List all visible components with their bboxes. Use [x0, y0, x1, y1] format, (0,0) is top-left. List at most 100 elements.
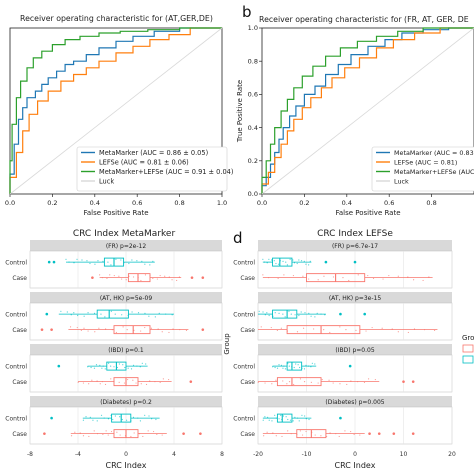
jitter-point — [407, 276, 409, 278]
jitter-point — [304, 312, 306, 314]
outlier-point — [324, 260, 328, 264]
x-tick-label: 0.8 — [174, 199, 184, 207]
jitter-point — [128, 262, 130, 265]
jitter-point — [289, 258, 291, 260]
jitter-point — [277, 277, 279, 279]
jitter-point — [324, 314, 326, 316]
jitter-point — [314, 363, 316, 365]
jitter-point — [413, 328, 416, 330]
jitter-point — [144, 312, 146, 314]
jitter-point — [120, 259, 122, 261]
x-tick-label: 8 — [220, 451, 224, 458]
jitter-point — [165, 313, 167, 315]
jitter-point — [99, 364, 101, 366]
jitter-point — [272, 315, 274, 317]
jitter-point — [104, 316, 106, 318]
jitter-point — [382, 278, 384, 280]
jitter-point — [138, 433, 141, 435]
jitter-point — [344, 430, 346, 432]
roc-series-line — [9, 27, 222, 194]
outlier-point — [52, 260, 56, 264]
jitter-point — [272, 432, 274, 434]
jitter-point — [113, 381, 115, 383]
facet-label: (FR) p=6.7e-17 — [332, 243, 378, 250]
jitter-point — [168, 331, 170, 334]
jitter-point — [262, 311, 264, 313]
jitter-point — [103, 417, 105, 419]
jitter-point — [140, 383, 142, 385]
jitter-point — [308, 278, 310, 280]
jitter-point — [273, 260, 275, 262]
facet-label: (IBD) p=0.05 — [335, 347, 374, 354]
outlier-point — [43, 432, 46, 435]
outlier-point — [368, 432, 371, 435]
legend-label: MetaMarker (AUC = 0.86 ± 0.05) — [99, 149, 208, 157]
outlier-point — [363, 312, 367, 316]
group-label: Case — [240, 379, 255, 386]
group-label: Control — [233, 363, 255, 370]
jitter-point — [363, 381, 366, 383]
jitter-point — [69, 326, 72, 328]
jitter-point — [145, 363, 147, 365]
x-tick-label: 0.8 — [426, 199, 436, 207]
jitter-point — [105, 328, 107, 330]
roc-series-line — [261, 27, 474, 195]
jitter-point — [135, 382, 137, 384]
jitter-point — [114, 415, 116, 417]
jitter-point — [262, 419, 264, 421]
legend-swatch — [462, 355, 474, 364]
jitter-point — [164, 275, 166, 277]
jitter-point — [148, 315, 150, 317]
group-label: Case — [12, 431, 27, 438]
jitter-point — [131, 311, 133, 313]
x-tick-label: 0.2 — [47, 199, 57, 207]
jitter-point — [70, 435, 73, 437]
outlier-point — [377, 432, 381, 435]
outlier-point — [339, 416, 342, 420]
outlier-point — [45, 312, 49, 316]
legend-label: Luck — [394, 178, 409, 186]
jitter-point — [152, 430, 155, 433]
jitter-point — [157, 328, 159, 330]
jitter-point — [119, 434, 121, 436]
y-tick-label: 0.4 — [248, 124, 258, 132]
jitter-point — [307, 365, 310, 367]
jitter-point — [262, 258, 264, 260]
jitter-point — [281, 435, 283, 438]
jitter-point — [428, 276, 430, 278]
box — [286, 325, 361, 335]
jitter-point — [308, 418, 310, 421]
jitter-point — [305, 430, 307, 433]
jitter-point — [338, 435, 340, 438]
jitter-point — [83, 315, 85, 317]
jitter-point — [93, 430, 95, 432]
jitter-point — [263, 435, 265, 437]
facet-label: (IBD) p=0.1 — [108, 347, 144, 354]
jitter-point — [130, 435, 132, 438]
jitter-point — [79, 432, 81, 434]
jitter-point — [299, 366, 301, 369]
jitter-point — [301, 414, 303, 416]
jitter-point — [264, 382, 266, 384]
jitter-point — [268, 314, 270, 317]
jitter-point — [149, 274, 151, 277]
x-axis-label: CRC Index — [335, 461, 376, 470]
group-label: Control — [5, 311, 27, 318]
jitter-point — [136, 365, 138, 367]
jitter-point — [141, 362, 143, 364]
outlier-point — [201, 276, 205, 279]
jitter-point — [93, 367, 96, 369]
jitter-point — [132, 416, 135, 418]
outlier-point — [201, 328, 205, 331]
group-label: Case — [12, 379, 27, 386]
jitter-point — [329, 432, 331, 434]
jitter-point — [397, 275, 399, 277]
jitter-point — [290, 433, 292, 435]
jitter-point — [119, 416, 121, 418]
x-tick-label: 0 — [353, 451, 357, 458]
legend-label: LEFSe (AUC = 0.81 ± 0.06) — [99, 159, 189, 167]
jitter-point — [133, 432, 135, 434]
jitter-point — [145, 383, 148, 386]
jitter-point — [299, 378, 302, 380]
